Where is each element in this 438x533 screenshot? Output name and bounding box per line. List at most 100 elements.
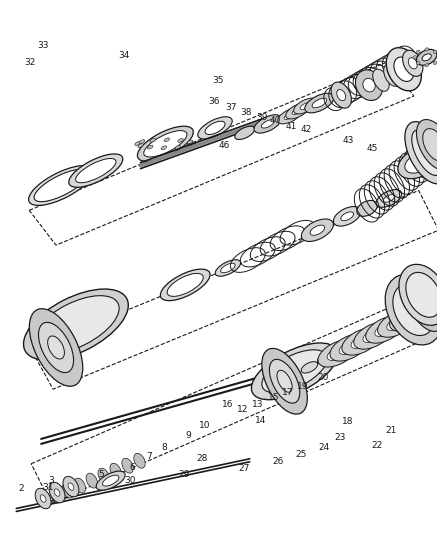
Text: 12: 12 xyxy=(237,405,249,414)
Ellipse shape xyxy=(110,463,121,478)
Ellipse shape xyxy=(341,212,353,221)
Ellipse shape xyxy=(186,144,191,148)
Ellipse shape xyxy=(393,284,434,336)
Ellipse shape xyxy=(49,482,65,503)
Ellipse shape xyxy=(122,458,133,473)
Ellipse shape xyxy=(86,473,98,488)
Ellipse shape xyxy=(98,468,110,483)
Ellipse shape xyxy=(293,98,317,114)
Ellipse shape xyxy=(35,488,51,509)
Text: 39: 39 xyxy=(256,112,268,122)
Text: 16: 16 xyxy=(222,400,233,409)
Text: 36: 36 xyxy=(208,97,219,106)
Ellipse shape xyxy=(48,336,64,359)
Text: 42: 42 xyxy=(300,125,312,134)
Text: 29: 29 xyxy=(179,470,190,479)
Text: 6: 6 xyxy=(129,463,135,472)
Ellipse shape xyxy=(398,147,438,179)
Text: 27: 27 xyxy=(239,464,250,473)
Ellipse shape xyxy=(135,142,140,146)
Ellipse shape xyxy=(148,145,153,149)
Ellipse shape xyxy=(138,144,143,148)
Ellipse shape xyxy=(376,190,402,207)
Ellipse shape xyxy=(385,274,438,345)
Text: 14: 14 xyxy=(254,416,266,425)
Ellipse shape xyxy=(423,128,438,161)
Ellipse shape xyxy=(406,272,438,317)
Text: 2: 2 xyxy=(18,484,24,494)
Ellipse shape xyxy=(39,322,74,373)
Ellipse shape xyxy=(69,154,123,187)
Ellipse shape xyxy=(150,139,155,142)
Text: 9: 9 xyxy=(186,432,191,440)
Ellipse shape xyxy=(161,146,166,150)
Ellipse shape xyxy=(356,70,383,101)
Ellipse shape xyxy=(286,103,309,119)
Ellipse shape xyxy=(378,310,416,337)
Ellipse shape xyxy=(175,146,181,149)
Ellipse shape xyxy=(62,483,74,498)
Text: 30: 30 xyxy=(124,477,135,486)
Ellipse shape xyxy=(383,195,394,202)
Text: 22: 22 xyxy=(371,441,382,450)
Ellipse shape xyxy=(74,478,85,493)
Ellipse shape xyxy=(412,130,438,175)
Ellipse shape xyxy=(342,328,380,355)
Ellipse shape xyxy=(262,350,327,393)
Ellipse shape xyxy=(277,370,292,392)
Text: 23: 23 xyxy=(334,433,346,441)
Ellipse shape xyxy=(310,225,325,235)
Text: 13: 13 xyxy=(252,400,264,409)
Ellipse shape xyxy=(375,322,395,336)
Ellipse shape xyxy=(34,169,88,201)
Ellipse shape xyxy=(167,273,203,296)
Text: 45: 45 xyxy=(367,144,378,154)
Ellipse shape xyxy=(262,349,307,414)
Ellipse shape xyxy=(312,98,327,108)
Text: 19: 19 xyxy=(297,382,308,391)
Ellipse shape xyxy=(403,272,438,332)
Text: 35: 35 xyxy=(212,76,224,85)
Ellipse shape xyxy=(417,50,437,65)
Text: 8: 8 xyxy=(162,443,167,452)
Ellipse shape xyxy=(354,322,392,349)
Ellipse shape xyxy=(330,334,368,361)
Ellipse shape xyxy=(363,329,383,343)
Ellipse shape xyxy=(317,351,337,364)
Ellipse shape xyxy=(422,54,431,61)
Text: 40: 40 xyxy=(270,116,281,125)
Ellipse shape xyxy=(292,108,303,115)
Ellipse shape xyxy=(24,289,128,360)
Ellipse shape xyxy=(198,117,232,139)
Ellipse shape xyxy=(187,140,193,144)
Ellipse shape xyxy=(333,206,361,226)
Ellipse shape xyxy=(76,158,116,183)
Text: 20: 20 xyxy=(318,373,329,382)
Ellipse shape xyxy=(327,346,347,360)
Ellipse shape xyxy=(351,335,371,349)
Text: 41: 41 xyxy=(285,122,297,131)
Ellipse shape xyxy=(50,488,62,503)
Ellipse shape xyxy=(408,58,417,69)
Ellipse shape xyxy=(417,50,420,53)
Ellipse shape xyxy=(191,142,196,146)
Text: 34: 34 xyxy=(118,51,130,60)
Ellipse shape xyxy=(417,61,420,64)
Ellipse shape xyxy=(269,359,300,403)
Ellipse shape xyxy=(178,139,183,142)
Text: 25: 25 xyxy=(295,450,307,459)
Ellipse shape xyxy=(301,219,333,241)
Ellipse shape xyxy=(235,126,255,140)
Ellipse shape xyxy=(160,269,210,301)
Ellipse shape xyxy=(399,264,438,325)
Ellipse shape xyxy=(405,152,433,173)
Ellipse shape xyxy=(399,311,419,325)
Ellipse shape xyxy=(416,290,431,313)
Text: 24: 24 xyxy=(319,443,330,452)
Ellipse shape xyxy=(318,340,357,367)
Ellipse shape xyxy=(405,122,438,184)
Ellipse shape xyxy=(138,126,193,161)
Ellipse shape xyxy=(413,56,417,59)
Text: 33: 33 xyxy=(37,41,49,50)
Ellipse shape xyxy=(254,115,281,133)
